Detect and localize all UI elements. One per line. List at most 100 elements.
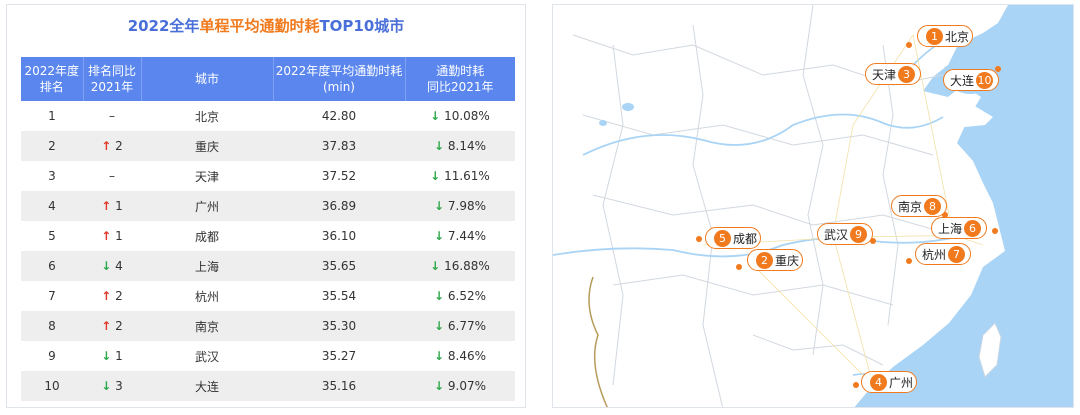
rank-change-cell: ↑ 1 [83,221,141,251]
city-dot [696,236,702,242]
change-arrow: ↓ [430,169,441,183]
city-dot [870,238,876,244]
change-arrow: ↓ [433,139,445,153]
city-cell: 天津 [194,169,219,184]
table-row: 2 ↑ 2 重庆 37.83 ↓ 8.14% [21,131,515,161]
city-cell: 武汉 [194,349,219,364]
header-rank-change: 排名同比 2021年 [83,57,142,101]
time-cell: 35.65 [273,251,405,281]
table-row: 6 ↓ 4 上海 35.65 ↓ 16.88% [21,251,515,281]
city-name: 南京 [898,199,923,214]
rank-badge: 2 [756,251,773,269]
map-panel: 1 北京 天津 3 大连 10 南京 8 上海 6 杭州 7 武汉 9 5 成都 2 重庆 4 广州 [552,4,1074,408]
header-city: 城市 [141,57,274,101]
table-row: 7 ↑ 2 杭州 35.54 ↓ 6.52% [21,281,515,311]
rank-change-value: 4 [115,259,123,273]
rank-badge: 6 [964,219,982,237]
ranking-table: 2022年度 排名 排名同比 2021年 城市 2022年度平均通勤时耗 (min) … [21,57,515,401]
rank-cell: 6 [21,251,83,281]
rank-change-arrow: ↓ [101,379,112,393]
rank-change-arrow: ↑ [101,139,112,153]
chart-title: 2022全年单程平均通勤时耗TOP10城市 [7,15,525,36]
rank-change-cell: – [83,101,141,131]
rank-badge: 8 [924,197,942,215]
rank-cell: 10 [21,371,83,401]
rank-cell: 2 [21,131,83,161]
city-cell: 北京 [194,109,219,124]
sea [854,5,1073,407]
rank-change-arrow: ↑ [101,229,112,243]
rank-change-arrow: – [109,169,115,183]
rank-cell: 5 [48,229,56,243]
rank-cell: 8 [21,311,83,341]
peninsula [948,100,993,127]
rank-change-arrow: ↑ [101,289,112,303]
city-dot [906,258,912,264]
city-label: 南京 8 [891,195,948,217]
rank-badge: 7 [948,245,966,263]
city-cell: 广州 [141,191,273,221]
change-value: 9.07% [447,379,486,393]
city-cell: 上海 [141,251,273,281]
change-cell: ↓ 10.08% [405,101,515,131]
change-arrow: ↓ [430,259,441,273]
time-cell: 37.83 [273,131,405,161]
rank-change-arrow: ↓ [101,259,112,273]
change-cell: ↓ 7.44% [405,221,515,251]
table-row: 5 ↑ 1 成都 36.10 ↓ 7.44% [21,221,515,251]
header-change: 通勤时耗 同比2021年 [405,57,515,101]
lake-1 [622,103,634,111]
rank-change-value: 2 [115,319,123,333]
taiwan [978,322,1002,378]
rank-change-cell: ↑ 1 [83,191,141,221]
table-row: 4 ↑ 1 广州 36.89 ↓ 7.98% [21,191,515,221]
change-arrow: ↓ [433,319,445,333]
change-cell: ↓ 8.46% [405,341,515,371]
city-dot [942,212,948,218]
change-cell: ↓ 11.61% [405,161,515,191]
change-cell: ↓ 6.52% [405,281,515,311]
city-name: 重庆 [775,253,800,268]
time-cell: 35.54 [321,289,357,303]
change-arrow: ↓ [433,349,445,363]
rank-badge: 3 [898,65,916,83]
rank-change-arrow: ↑ [101,199,112,213]
rank-change-arrow: – [109,109,115,123]
rank-badge: 4 [870,373,887,391]
city-dot [853,382,859,388]
table-row: 1 – 北京 42.80 ↓ 10.08% [21,101,515,131]
rank-change-value: 2 [115,139,123,153]
time-cell: 37.52 [321,169,357,183]
city-name: 天津 [872,67,897,82]
city-cell: 成都 [194,229,219,244]
rank-change-cell: ↓ 1 [83,341,141,371]
city-cell: 南京 [141,311,273,341]
rank-change-value: 1 [115,229,123,243]
change-value: 10.08% [444,109,490,123]
rank-change-cell: – [83,161,141,191]
city-label: 大连 10 [943,69,1000,91]
city-cell: 重庆 [141,131,273,161]
table-row: 9 ↓ 1 武汉 35.27 ↓ 8.46% [21,341,515,371]
city-dot [736,264,742,270]
table-row: 3 – 天津 37.52 ↓ 11.61% [21,161,515,191]
rank-change-arrow: ↑ [101,319,112,333]
city-name: 大连 [950,73,975,88]
city-dot [992,228,998,234]
city-label: 天津 3 [865,63,922,85]
change-cell: ↓ 6.77% [405,311,515,341]
city-label: 武汉 9 [817,223,874,245]
rank-badge: 1 [926,27,943,45]
header-time: 2022年度平均通勤时耗 (min) [273,57,406,101]
rank-cell: 1 [48,109,56,123]
time-cell: 35.27 [321,349,357,363]
city-name: 成都 [733,231,758,246]
city-label: 杭州 7 [915,243,972,265]
table-row: 10 ↓ 3 大连 35.16 ↓ 9.07% [21,371,515,401]
rank-change-value: 2 [115,289,123,303]
change-value: 11.61% [444,169,490,183]
city-cell: 杭州 [194,289,219,304]
city-label: 1 北京 [917,25,974,47]
lake-2 [599,120,607,126]
city-label: 2 重庆 [747,249,804,271]
